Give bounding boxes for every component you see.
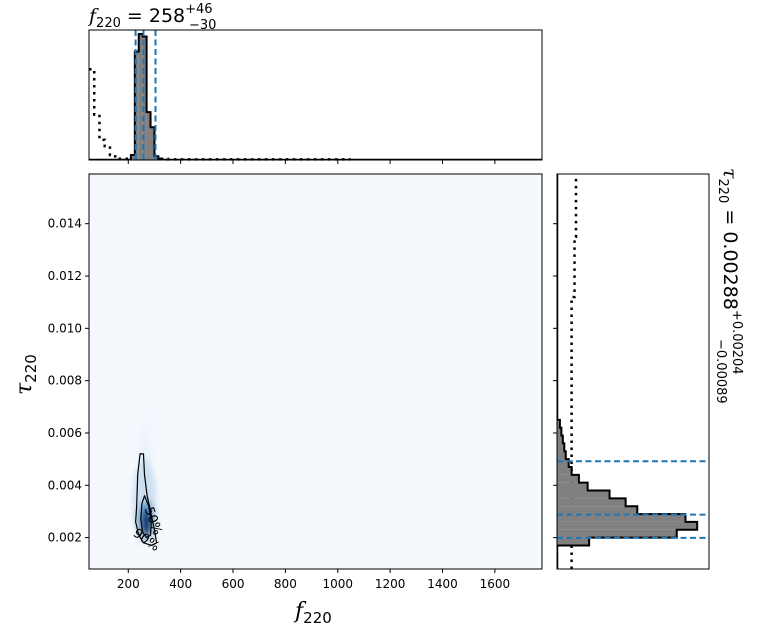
top-marginal-histogram: f220 = 258+46 −30 [87, 2, 543, 164]
right-hist-bar [557, 443, 565, 452]
right-title-value: = 0.00288 [719, 203, 741, 310]
y-label-sub: 220 [22, 354, 40, 383]
contour-50-percent [140, 495, 152, 539]
joint-border [88, 173, 543, 570]
top-title-plus: +46 [185, 2, 212, 17]
y-tick-label: 0.004 [48, 478, 82, 492]
right-hist-bar [557, 451, 566, 460]
y-tick-label: 0.014 [48, 217, 82, 231]
x-tick-label: 1000 [322, 577, 353, 591]
x-tick-label: 600 [222, 577, 245, 591]
right-hist-bar [557, 466, 572, 475]
top-title-value: = 258 [121, 5, 185, 27]
top-hist-bar [146, 112, 151, 160]
y-label-base: τ [12, 382, 37, 395]
density-peak [141, 512, 152, 537]
right-hist-bar [557, 506, 638, 515]
top-title-sub: 220 [96, 16, 121, 31]
right-title-base: τ [719, 168, 741, 179]
right-hist-bar [557, 490, 610, 499]
right-hist-bar [557, 529, 677, 538]
right-marginal-border [556, 173, 710, 570]
y-tick-label: 0.006 [48, 426, 82, 440]
right-hist-bar [557, 427, 562, 436]
right-title-sub: 220 [715, 179, 730, 204]
right-hist-outline [557, 418, 699, 547]
right-hist-bar [557, 514, 686, 522]
x-tick-label: 800 [274, 577, 297, 591]
y-tick-label: 0.008 [48, 374, 82, 388]
top-hist-bar [130, 154, 135, 160]
x-label-sub: 220 [303, 609, 332, 627]
right-marginal-histogram: τ220 = 0.00288+0.00204−0.00089 [553, 168, 744, 570]
x-tick-label: 1600 [480, 577, 511, 591]
top-hist-bar [150, 127, 155, 160]
joint-background [89, 174, 542, 569]
right-hist-bar [557, 521, 698, 530]
right-title-plus: +0.00204 [729, 310, 744, 375]
y-tick-label: 0.012 [48, 269, 82, 283]
y-tick-label: 0.002 [48, 531, 82, 545]
top-marginal-border [88, 29, 543, 161]
right-hist-bar [557, 474, 579, 483]
top-marginal-frame [89, 30, 542, 160]
y-tick-label: 0.010 [48, 321, 82, 335]
top-hist-bar [142, 36, 147, 160]
right-title-minus: −0.00089 [713, 339, 728, 404]
contour-90-percent [135, 453, 158, 547]
x-tick-label: 200 [117, 577, 140, 591]
top-prior-line [89, 68, 351, 161]
right-hist-bar [557, 482, 588, 491]
right-marginal-title: τ220 = 0.00288+0.00204−0.00089 [713, 168, 744, 404]
right-hist-bar [557, 435, 563, 444]
y-axis-label: τ220 [12, 354, 40, 395]
top-hist-bar [134, 51, 139, 160]
x-tick-label: 1400 [427, 577, 458, 591]
top-marginal-title: f220 = 258+46 −30 [87, 2, 216, 33]
top-title-minus: −30 [189, 18, 216, 33]
joint-density-panel: 50%90% 200 400 600 800 1000 1200 1400 1600 0.00… [12, 173, 543, 627]
x-tick-label: 1200 [375, 577, 406, 591]
right-hist-bar [557, 419, 560, 428]
top-title-base: f [87, 5, 99, 27]
right-hist-bar [557, 498, 626, 507]
x-tick-label: 400 [169, 577, 192, 591]
x-axis-label: f220 [293, 599, 332, 627]
right-hist-bar [557, 537, 590, 546]
top-hist-bar [138, 34, 143, 160]
right-hist-bar [557, 459, 569, 467]
